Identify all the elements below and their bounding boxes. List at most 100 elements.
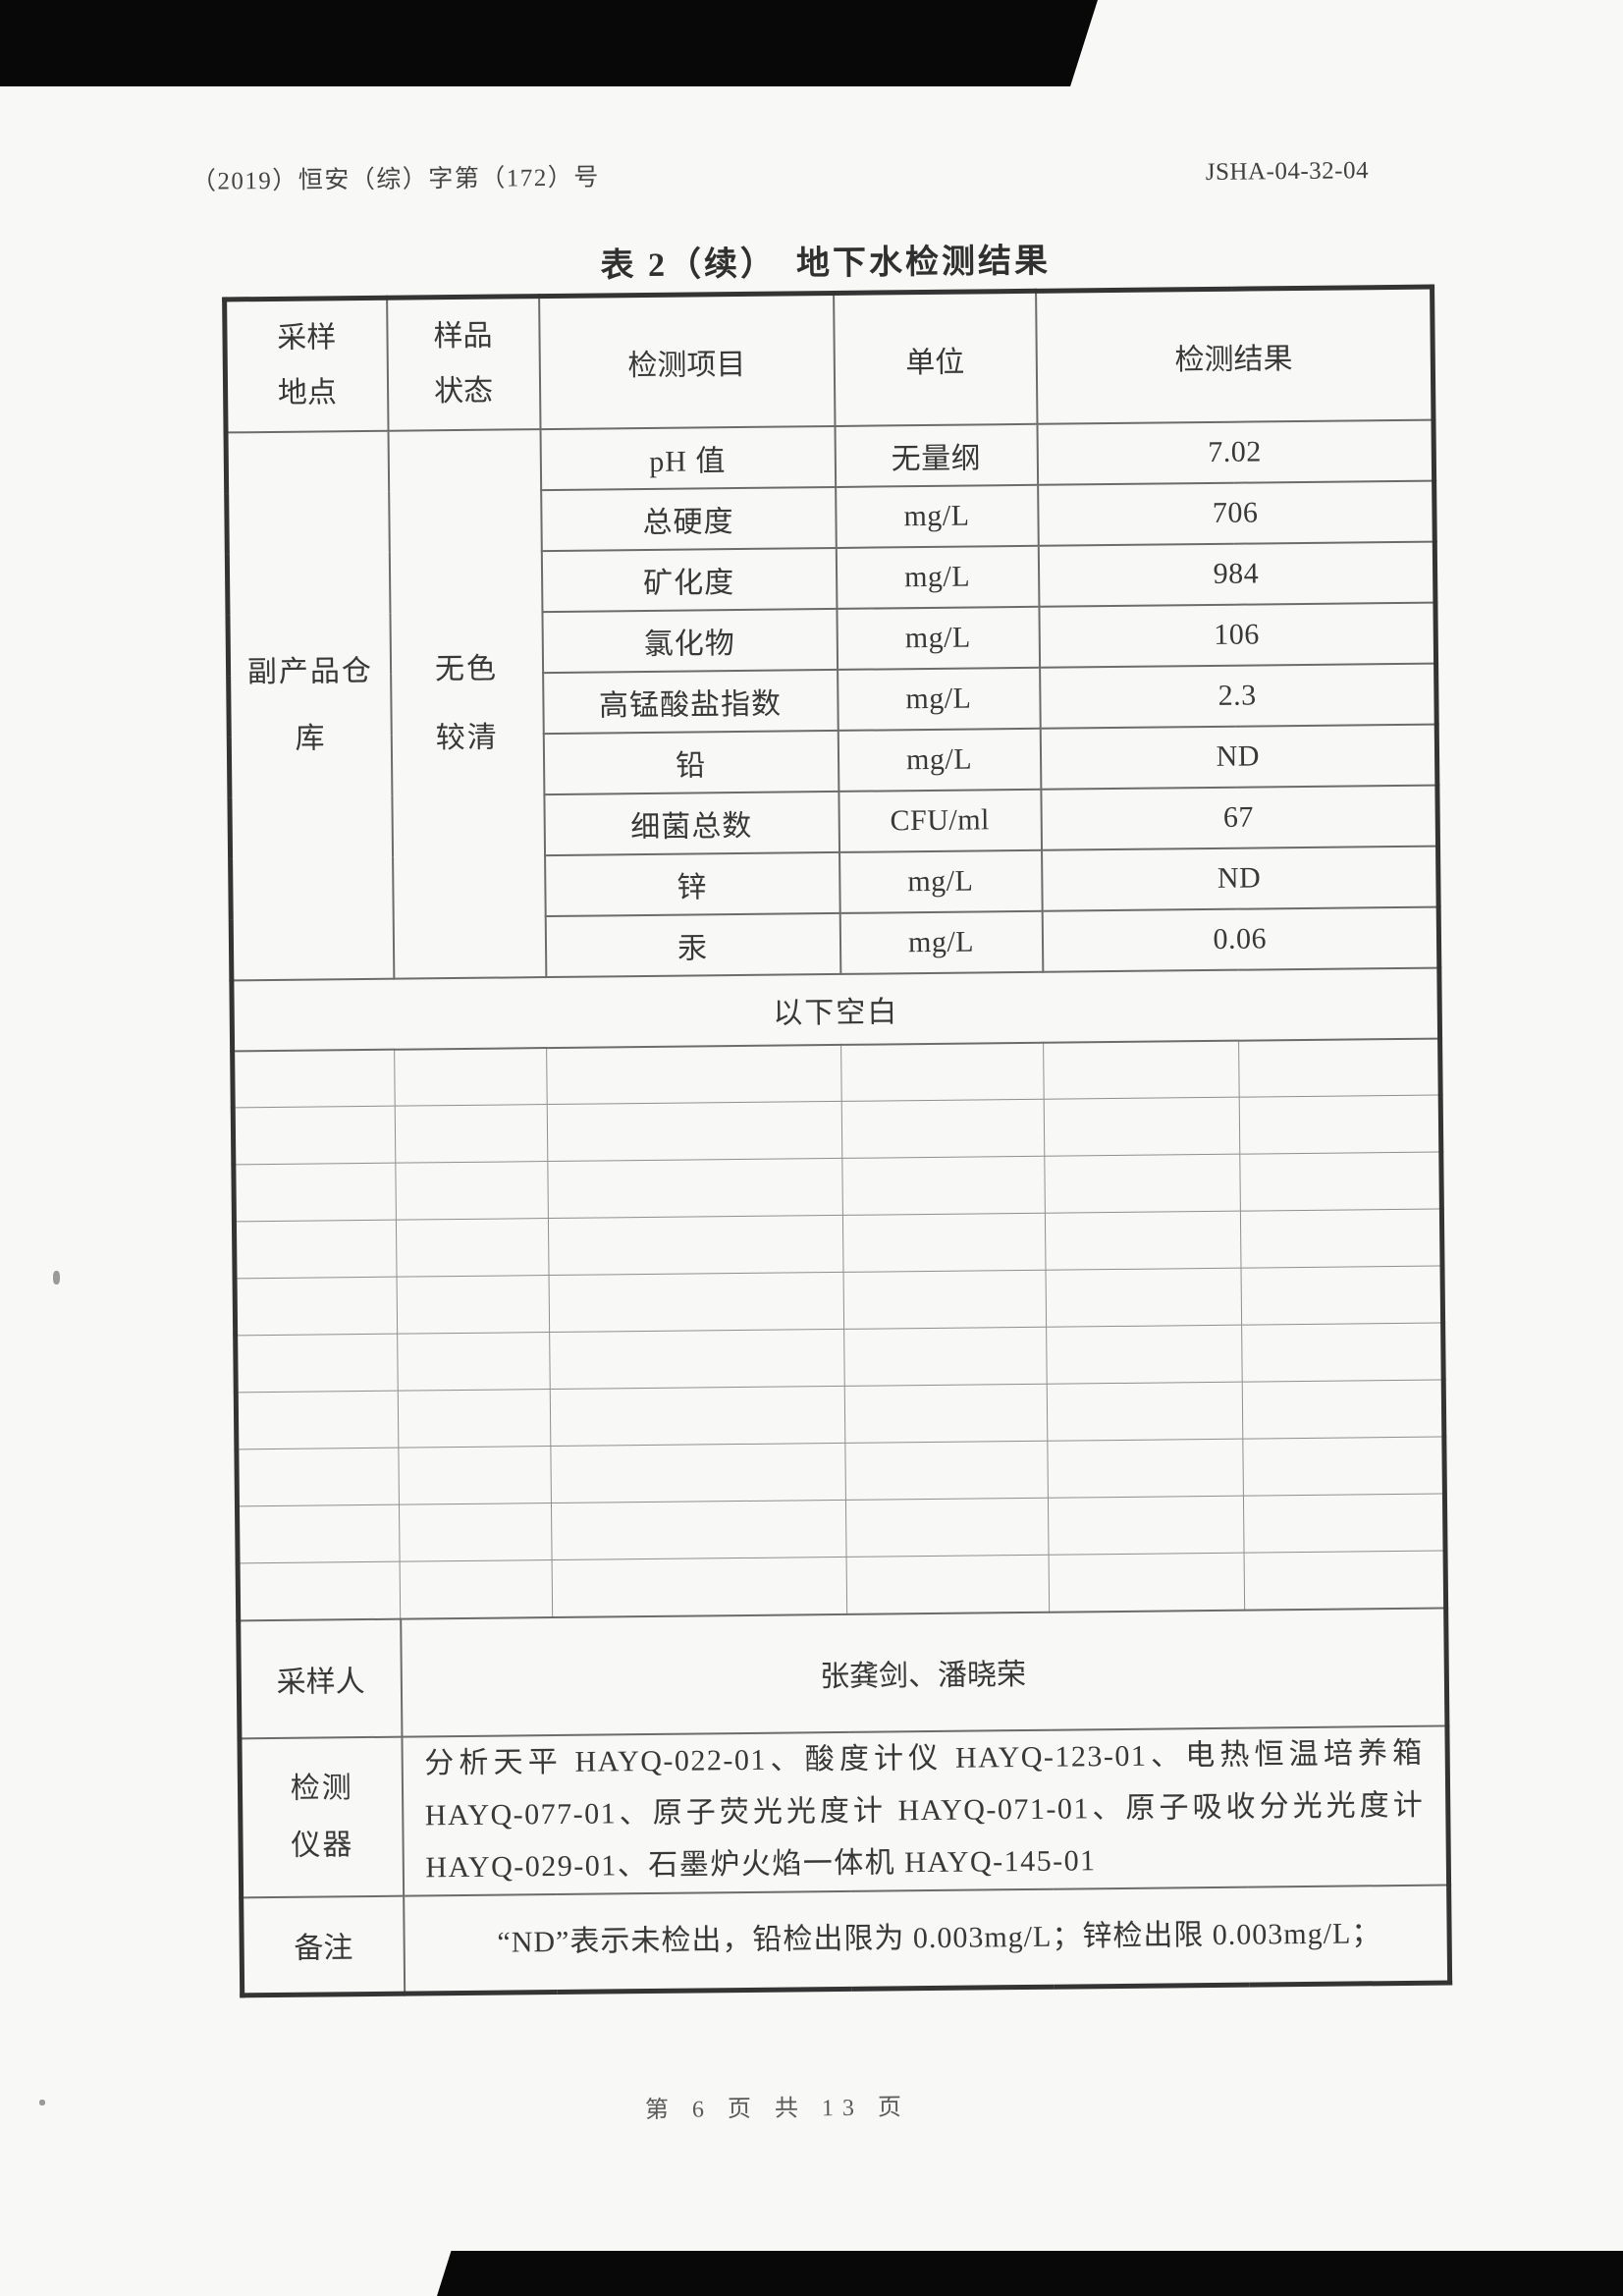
blank-note-row: 以下空白 — [231, 967, 1440, 1051]
cell-item: 汞 — [545, 912, 840, 977]
empty-cell — [841, 1099, 1045, 1159]
empty-cell — [549, 1272, 844, 1333]
empty-cell — [396, 1218, 550, 1278]
cell-item: 氯化物 — [541, 608, 838, 673]
empty-cell — [846, 1555, 1050, 1614]
empty-cell — [1044, 1097, 1240, 1157]
table-head-and-data: 采样地点 样品状态 检测项目 单位 检测结果 副产品仓库 无色较清 pH 值 无… — [224, 287, 1440, 1051]
document-number: （2019）恒安（综）字第（172）号 — [190, 164, 600, 195]
empty-cell — [547, 1158, 843, 1219]
sampler-row: 采样人 张龚剑、潘晓荣 — [238, 1608, 1447, 1738]
empty-cell — [1046, 1268, 1242, 1328]
empty-cell — [237, 1504, 401, 1563]
empty-cell — [1242, 1380, 1444, 1440]
remark-text: “ND”表示未检出，铅检出限为 0.003mg/L；锌检出限 0.003mg/L… — [497, 1916, 1382, 1959]
empty-cell — [1047, 1382, 1243, 1442]
empty-cell — [236, 1391, 399, 1449]
empty-cell — [845, 1498, 1050, 1558]
blank-note: 以下空白 — [231, 967, 1440, 1051]
empty-cell — [1238, 1038, 1441, 1098]
column-header-unit: 单位 — [833, 291, 1037, 426]
remark-label: 备注 — [241, 1895, 405, 1995]
scan-artifact-top-bar — [0, 0, 1098, 86]
instruments-line-3: HAYQ-029-01、石墨炉火焰一体机 HAYQ-145-01 — [425, 1844, 1097, 1885]
cell-result: ND — [1040, 724, 1437, 790]
empty-cell — [234, 1220, 398, 1279]
empty-cell — [1244, 1551, 1446, 1611]
empty-cell — [842, 1213, 1047, 1273]
empty-cell — [844, 1441, 1049, 1501]
table-footer-section: 采样人 张龚剑、潘晓荣 检测仪器 分析天平 HAYQ-022-01、酸度计仪 H… — [238, 1608, 1450, 1995]
empty-cell — [547, 1101, 842, 1162]
page-footer: 第 6 页 共 13 页 — [644, 2095, 911, 2124]
column-header-label: 采样地点 — [277, 321, 338, 410]
empty-cell — [1239, 1095, 1441, 1155]
cell-result: 106 — [1038, 602, 1436, 668]
empty-cell — [551, 1500, 847, 1560]
empty-cell — [549, 1329, 845, 1390]
empty-cell — [236, 1448, 400, 1506]
empty-cell — [1046, 1325, 1243, 1385]
cell-unit: mg/L — [836, 606, 1040, 670]
cell-item: 锌 — [544, 851, 840, 916]
empty-cell — [1048, 1496, 1245, 1556]
empty-cell — [1045, 1211, 1242, 1271]
cell-result: 67 — [1040, 785, 1438, 850]
empty-cell — [843, 1327, 1048, 1387]
cell-unit: mg/L — [836, 545, 1039, 609]
cell-unit: mg/L — [835, 484, 1039, 548]
empty-cell — [235, 1277, 398, 1336]
cell-unit: mg/L — [839, 910, 1043, 974]
empty-cell — [840, 1042, 1045, 1102]
empty-rows-section — [232, 1038, 1446, 1620]
cell-item: 高锰酸盐指数 — [542, 669, 839, 734]
cell-unit: CFU/ml — [838, 789, 1042, 852]
empty-cell — [841, 1156, 1046, 1216]
empty-cell — [1044, 1154, 1241, 1214]
sampler-label: 采样人 — [238, 1618, 402, 1738]
empty-cell — [233, 1163, 397, 1222]
cell-unit: mg/L — [837, 667, 1041, 731]
empty-cell — [843, 1270, 1047, 1330]
cell-item: 铅 — [543, 730, 839, 794]
empty-cell — [395, 1104, 548, 1164]
instruments-row: 检测仪器 分析天平 HAYQ-022-01、酸度计仪 HAYQ-123-01、电… — [239, 1725, 1449, 1897]
cell-result: 706 — [1037, 480, 1435, 546]
empty-cell — [394, 1047, 548, 1107]
form-code: JSHA-04-32-04 — [1205, 157, 1370, 186]
empty-cell — [232, 1049, 396, 1108]
instruments-value: 分析天平 HAYQ-022-01、酸度计仪 HAYQ-123-01、电热恒温培养… — [401, 1725, 1449, 1896]
scan-speck — [39, 2100, 45, 2105]
column-header-location: 采样地点 — [224, 298, 389, 432]
empty-cell — [548, 1215, 844, 1276]
scan-speck — [53, 1271, 60, 1285]
column-header-state: 样品状态 — [386, 296, 541, 431]
empty-cell — [398, 1446, 552, 1505]
empty-cell — [235, 1334, 399, 1393]
cell-item: 总硬度 — [540, 486, 837, 551]
remark-row: 备注 “ND”表示未检出，铅检出限为 0.003mg/L；锌检出限 0.003m… — [241, 1884, 1450, 1995]
empty-cell — [397, 1332, 551, 1392]
cell-sample-state: 无色较清 — [388, 428, 546, 979]
empty-cell — [550, 1443, 846, 1503]
cell-result: 984 — [1038, 541, 1435, 607]
empty-cell — [1243, 1494, 1446, 1554]
empty-cell — [233, 1106, 396, 1165]
empty-cell — [1043, 1040, 1240, 1100]
empty-cell — [552, 1557, 847, 1617]
cell-item: 细菌总数 — [543, 791, 839, 855]
instruments-label: 检测仪器 — [239, 1736, 404, 1897]
empty-cell — [398, 1389, 551, 1449]
empty-cell — [844, 1384, 1048, 1444]
empty-cell — [399, 1503, 553, 1562]
cell-unit: mg/L — [839, 849, 1043, 913]
scan-artifact-bottom-bar — [437, 2251, 1623, 2296]
instruments-label-text: 检测仪器 — [290, 1771, 354, 1862]
empty-cell — [546, 1044, 842, 1105]
remark-value: “ND”表示未检出，铅检出限为 0.003mg/L；锌检出限 0.003mg/L… — [403, 1884, 1450, 1995]
cell-result: 0.06 — [1042, 906, 1439, 972]
sampler-value: 张龚剑、潘晓荣 — [400, 1608, 1447, 1737]
empty-cell — [397, 1275, 550, 1335]
empty-cell — [1240, 1209, 1442, 1269]
